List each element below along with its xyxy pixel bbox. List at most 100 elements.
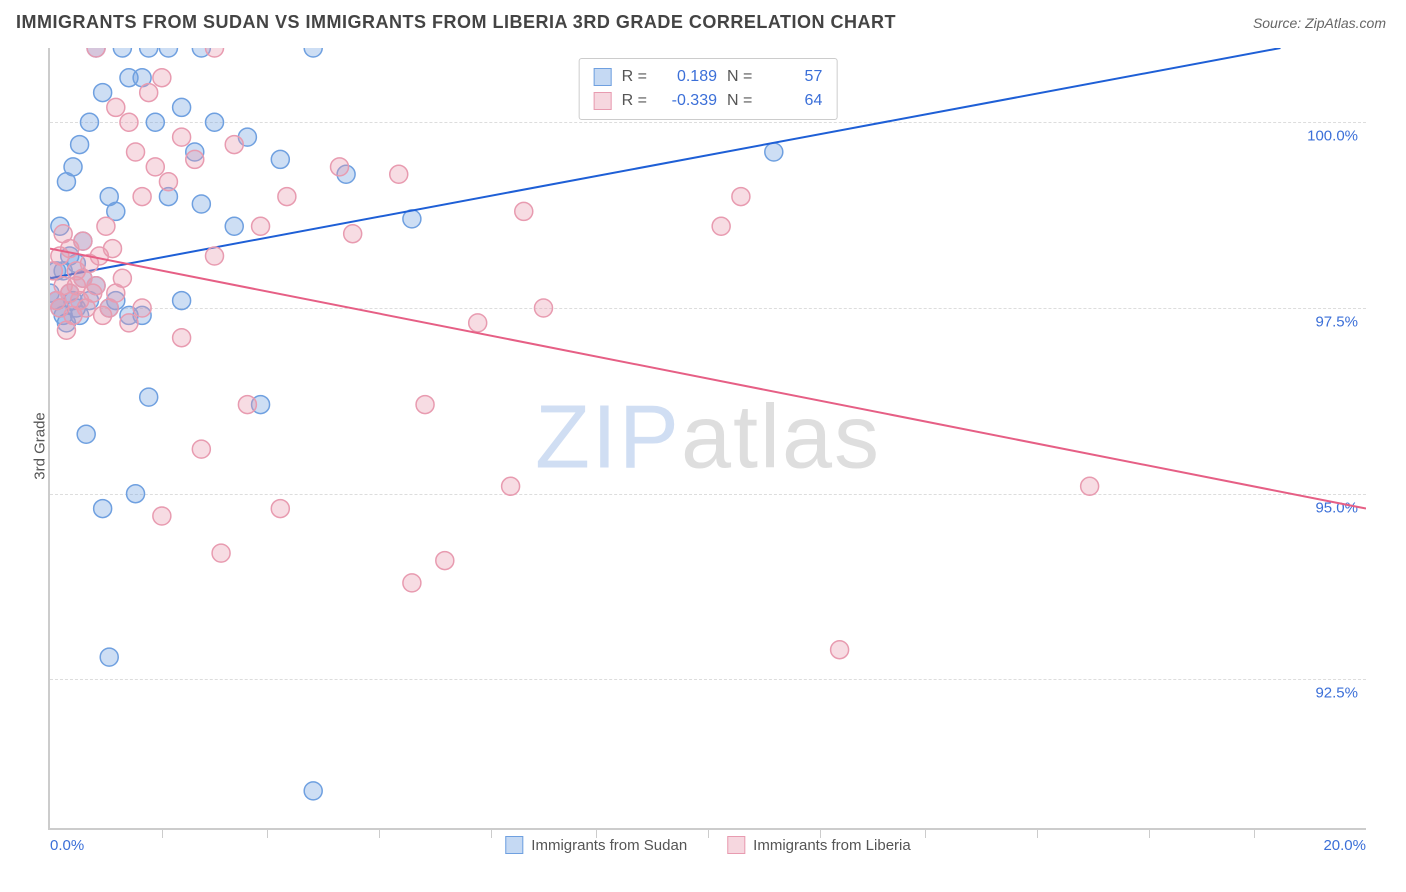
n-value-sudan: 57 (762, 65, 822, 89)
scatter-point (104, 240, 122, 258)
n-label: N = (727, 65, 752, 89)
x-tick (162, 828, 163, 838)
scatter-point (77, 425, 95, 443)
x-tick (1149, 828, 1150, 838)
scatter-point (238, 396, 256, 414)
scatter-point (97, 217, 115, 235)
scatter-point (120, 314, 138, 332)
scatter-point (469, 314, 487, 332)
x-tick (491, 828, 492, 838)
scatter-point (153, 69, 171, 87)
scatter-point (403, 574, 421, 592)
n-label: N = (727, 89, 752, 113)
stats-row-sudan: R = 0.189 N = 57 (594, 65, 823, 89)
legend-label-sudan: Immigrants from Sudan (531, 837, 687, 854)
r-value-liberia: -0.339 (657, 89, 717, 113)
x-tick (1254, 828, 1255, 838)
scatter-point (127, 143, 145, 161)
scatter-plot: ZIPatlas R = 0.189 N = 57 R = -0.339 N =… (48, 48, 1366, 830)
r-label: R = (622, 89, 647, 113)
scatter-point (173, 128, 191, 146)
scatter-point (304, 48, 322, 57)
trend-line (50, 249, 1366, 509)
plot-svg (50, 48, 1366, 828)
x-tick (267, 828, 268, 838)
scatter-point (712, 217, 730, 235)
scatter-point (271, 150, 289, 168)
scatter-point (100, 648, 118, 666)
scatter-point (271, 500, 289, 518)
scatter-point (173, 98, 191, 116)
n-value-liberia: 64 (762, 89, 822, 113)
scatter-point (436, 552, 454, 570)
swatch-liberia (594, 92, 612, 110)
source-label: Source: ZipAtlas.com (1253, 15, 1386, 31)
stats-legend-box: R = 0.189 N = 57 R = -0.339 N = 64 (579, 58, 838, 120)
scatter-point (416, 396, 434, 414)
scatter-point (206, 48, 224, 57)
swatch-liberia-bottom (727, 836, 745, 854)
stats-row-liberia: R = -0.339 N = 64 (594, 89, 823, 113)
scatter-point (87, 48, 105, 57)
scatter-point (1081, 477, 1099, 495)
scatter-point (212, 544, 230, 562)
chart-title: IMMIGRANTS FROM SUDAN VS IMMIGRANTS FROM… (16, 12, 896, 33)
x-axis-max-label: 20.0% (1323, 837, 1366, 854)
scatter-point (71, 136, 89, 154)
scatter-point (173, 329, 191, 347)
scatter-point (186, 150, 204, 168)
scatter-point (94, 84, 112, 102)
legend-item-liberia: Immigrants from Liberia (727, 836, 911, 854)
scatter-point (146, 113, 164, 131)
x-tick (708, 828, 709, 838)
legend-bottom: Immigrants from Sudan Immigrants from Li… (505, 836, 910, 854)
scatter-point (159, 173, 177, 191)
scatter-point (140, 84, 158, 102)
scatter-point (94, 500, 112, 518)
scatter-point (80, 113, 98, 131)
r-label: R = (622, 65, 647, 89)
x-tick (596, 828, 597, 838)
swatch-sudan (594, 68, 612, 86)
scatter-point (140, 388, 158, 406)
scatter-point (140, 48, 158, 57)
scatter-point (765, 143, 783, 161)
scatter-point (535, 299, 553, 317)
x-tick (925, 828, 926, 838)
legend-label-liberia: Immigrants from Liberia (753, 837, 911, 854)
scatter-point (831, 641, 849, 659)
x-axis-min-label: 0.0% (50, 837, 84, 854)
scatter-point (206, 247, 224, 265)
scatter-point (127, 485, 145, 503)
scatter-point (192, 440, 210, 458)
scatter-point (502, 477, 520, 495)
scatter-point (225, 217, 243, 235)
scatter-point (64, 158, 82, 176)
r-value-sudan: 0.189 (657, 65, 717, 89)
scatter-point (390, 165, 408, 183)
scatter-point (252, 217, 270, 235)
scatter-point (87, 277, 105, 295)
scatter-point (153, 507, 171, 525)
scatter-point (120, 113, 138, 131)
x-tick (820, 828, 821, 838)
swatch-sudan-bottom (505, 836, 523, 854)
scatter-point (331, 158, 349, 176)
scatter-point (159, 48, 177, 57)
x-tick (379, 828, 380, 838)
scatter-point (133, 299, 151, 317)
scatter-point (225, 136, 243, 154)
scatter-point (515, 202, 533, 220)
scatter-point (113, 48, 131, 57)
legend-item-sudan: Immigrants from Sudan (505, 836, 687, 854)
scatter-point (133, 188, 151, 206)
x-tick (1037, 828, 1038, 838)
scatter-point (344, 225, 362, 243)
scatter-point (278, 188, 296, 206)
scatter-point (732, 188, 750, 206)
scatter-point (74, 232, 92, 250)
scatter-point (192, 195, 210, 213)
scatter-point (173, 292, 191, 310)
scatter-point (113, 269, 131, 287)
scatter-point (304, 782, 322, 800)
